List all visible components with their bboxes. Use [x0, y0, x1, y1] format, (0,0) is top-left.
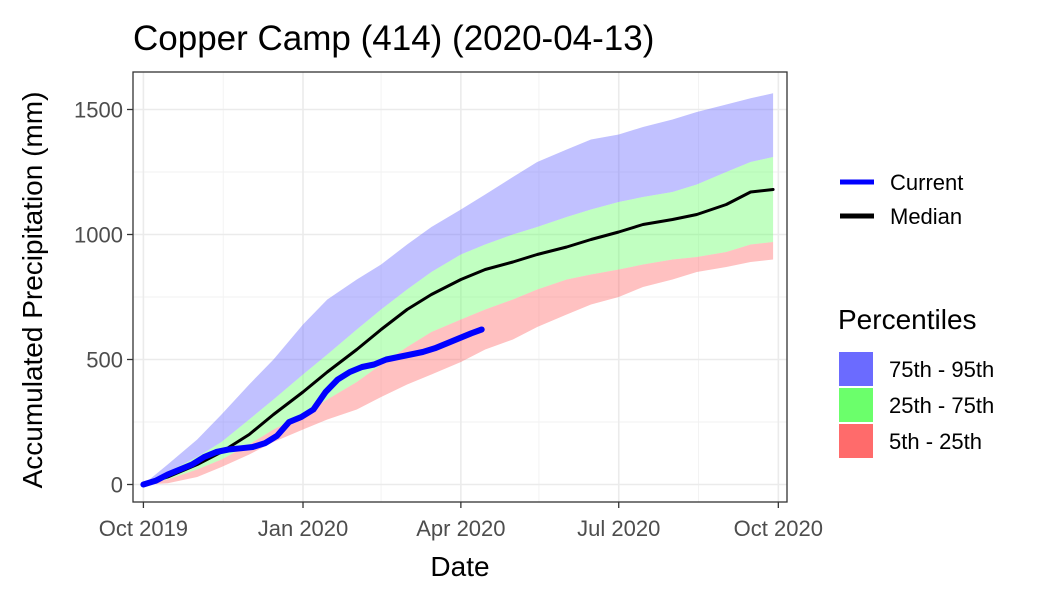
y-tick-label: 1000: [74, 223, 123, 248]
y-tick-label: 500: [86, 348, 123, 373]
series-lines: [140, 188, 775, 488]
plot-border: [132, 71, 788, 503]
percentile-band-0: [143, 93, 774, 485]
series-line-current: [140, 326, 485, 488]
x-axis-title: Date: [430, 551, 489, 582]
legend-swatch-5-25: [839, 424, 873, 458]
chart-title: Copper Camp (414) (2020-04-13): [133, 19, 654, 58]
legend-label-current: Current: [890, 170, 963, 195]
x-tick-label: Oct 2020: [734, 516, 823, 541]
percentile-band-2: [143, 242, 774, 485]
y-tick-label: 0: [111, 473, 123, 498]
series-line-median: [141, 188, 775, 486]
legend-label-25-75: 25th - 75th: [889, 393, 994, 418]
legend-title-percentiles: Percentiles: [838, 304, 977, 335]
legend-label-median: Median: [890, 204, 962, 229]
legend-swatch-75-95: [839, 352, 873, 386]
legend-label-75-95: 75th - 95th: [889, 357, 994, 382]
legend-swatch-25-75: [839, 388, 873, 422]
x-tick-label: Jul 2020: [577, 516, 660, 541]
legend: Current Median Percentiles 75th - 95th 2…: [838, 170, 994, 458]
y-axis: 0 500 1000 1500: [74, 98, 133, 498]
y-tick-label: 1500: [74, 98, 123, 123]
x-axis: Oct 2019 Jan 2020 Apr 2020 Jul 2020 Oct 2020: [99, 502, 823, 541]
percentile-bands: [143, 93, 774, 485]
plot-panel: [133, 72, 787, 502]
legend-label-5-25: 5th - 25th: [889, 429, 982, 454]
x-tick-label: Apr 2020: [416, 516, 505, 541]
minor-gridlines: [133, 72, 787, 502]
x-tick-label: Oct 2019: [99, 516, 188, 541]
y-axis-title: Accumulated Precipitation (mm): [17, 92, 48, 489]
percentile-band-1: [143, 157, 774, 485]
x-tick-label: Jan 2020: [258, 516, 349, 541]
major-gridlines: [133, 72, 787, 502]
